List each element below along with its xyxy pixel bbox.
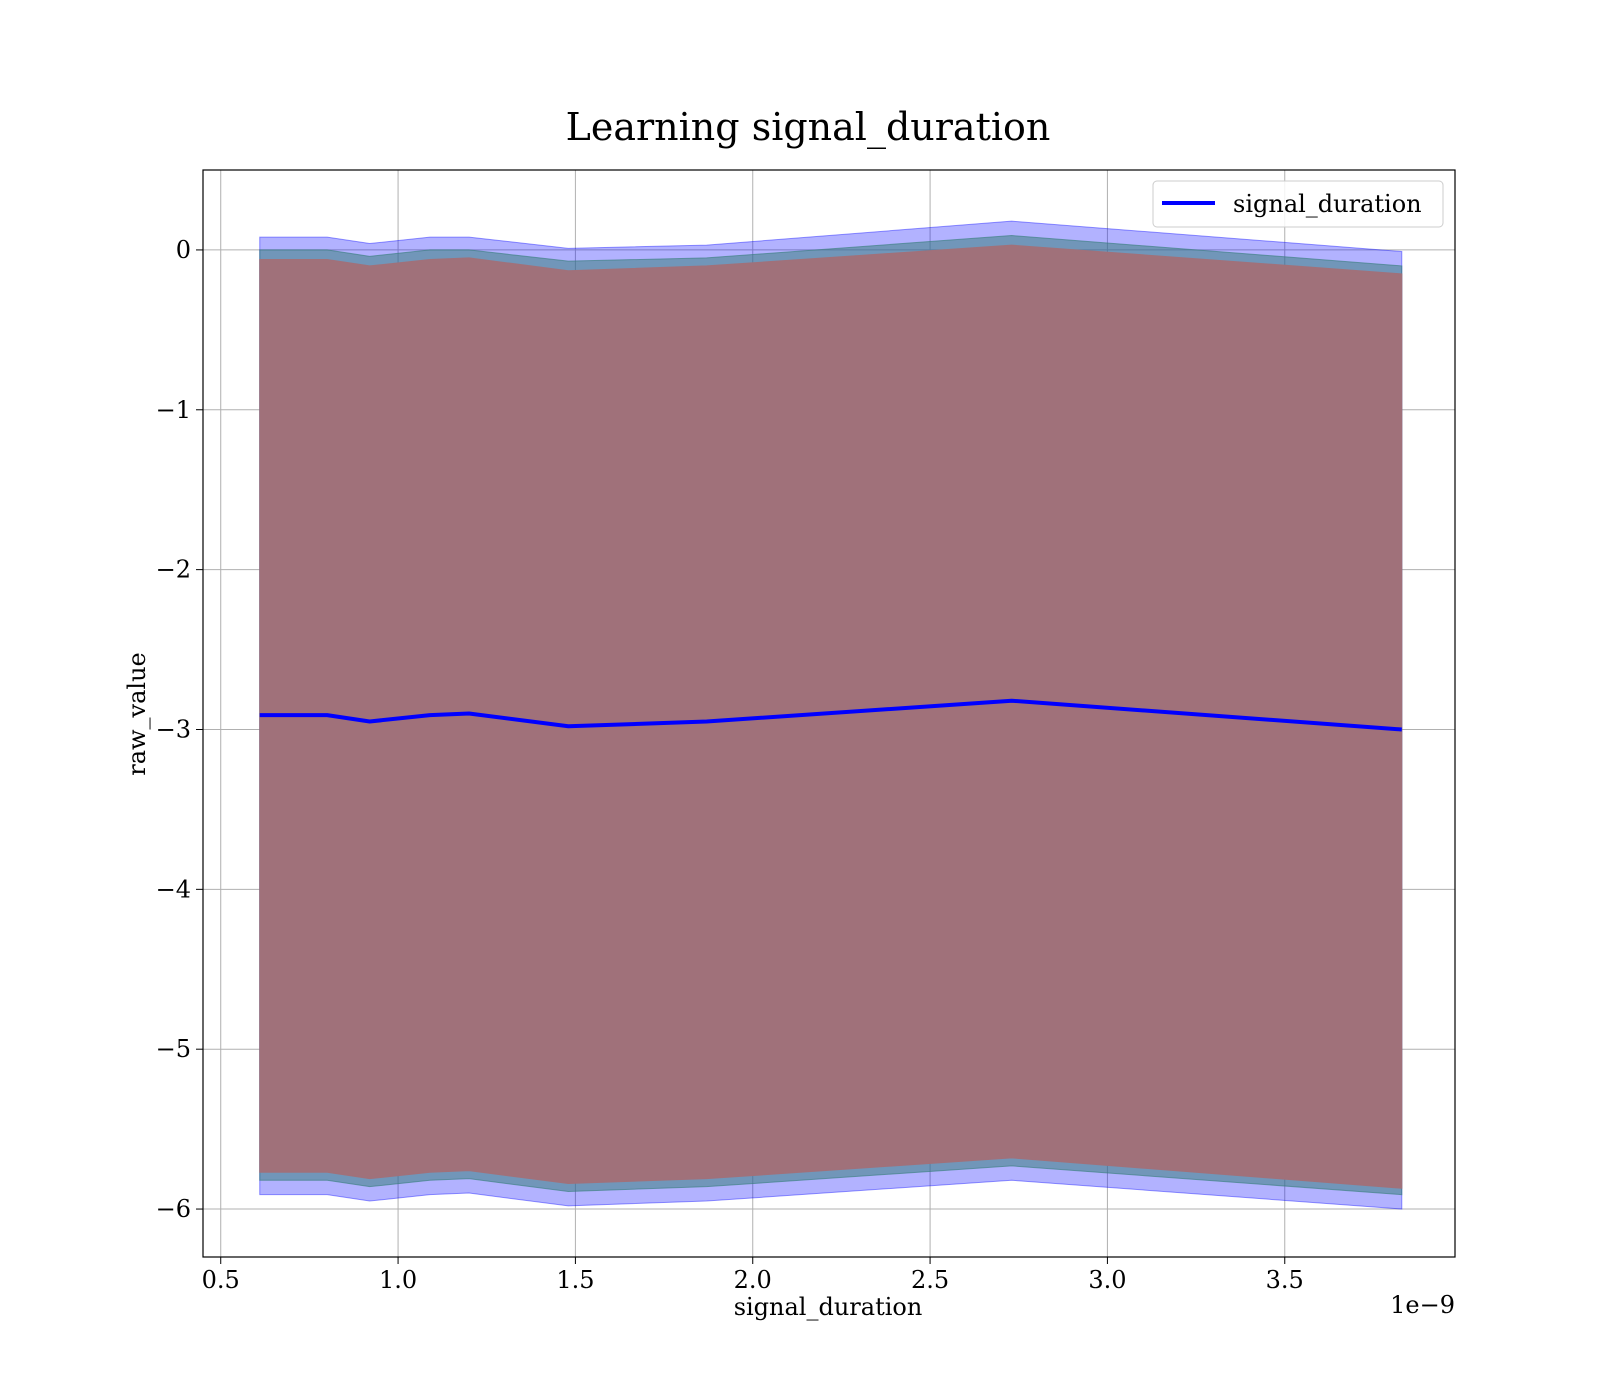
x-tick-label: 2.0 [734, 1266, 772, 1294]
y-tick-label: −2 [156, 556, 191, 584]
plot-frame [202, 169, 1456, 1258]
series-line-signal_duration [259, 698, 1402, 732]
x-offset-label: 1e−9 [1390, 1291, 1455, 1319]
y-tick-label: −4 [156, 875, 191, 903]
confidence-bands [259, 220, 1403, 1210]
y-tick-label: −3 [156, 715, 191, 743]
y-axis-label: raw_value [123, 652, 151, 776]
y-tick-label: 0 [176, 236, 191, 264]
x-tick-label: 3.5 [1266, 1266, 1304, 1294]
x-tick-label: 3.0 [1088, 1266, 1126, 1294]
y-tick-label: −1 [156, 396, 191, 424]
series-lines [259, 698, 1402, 732]
legend-box [1152, 180, 1444, 228]
x-axis: 0.5 1.0 1.5 2.0 2.5 3.0 3.5 [202, 1257, 1304, 1294]
x-axis-label: signal_duration [734, 1293, 923, 1321]
x-tick-label: 1.0 [379, 1266, 417, 1294]
x-tick-label: 2.5 [911, 1266, 949, 1294]
legend-label: signal_duration [1233, 190, 1422, 218]
confidence-band-2 [259, 244, 1403, 1189]
chart-title: Learning signal_duration [566, 105, 1051, 150]
y-tick-label: −6 [156, 1195, 191, 1223]
legend: signal_duration [1152, 180, 1444, 228]
y-tick-label: −5 [156, 1035, 191, 1063]
x-tick-label: 0.5 [202, 1266, 240, 1294]
y-axis: 0 −1 −2 −3 −4 −5 −6 [156, 236, 203, 1223]
x-tick-label: 1.5 [556, 1266, 594, 1294]
